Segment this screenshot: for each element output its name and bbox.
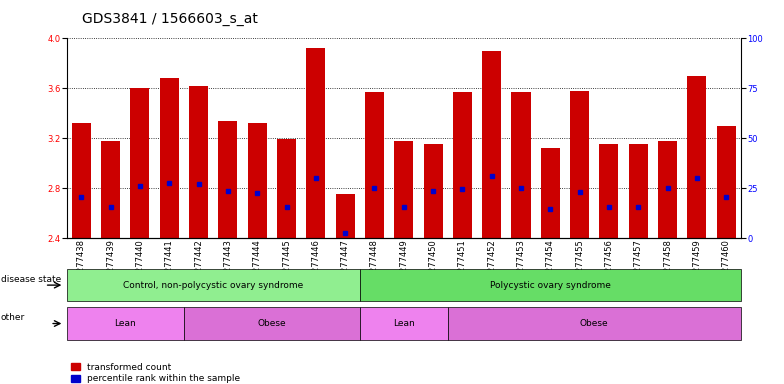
Bar [658,141,677,238]
Bar [629,144,648,238]
Text: Lean: Lean [114,319,136,328]
Text: Polycystic ovary syndrome: Polycystic ovary syndrome [490,281,611,290]
Bar [394,141,413,238]
Bar [101,141,120,238]
Bar [511,92,531,238]
Text: Obese: Obese [257,319,286,328]
Bar [160,78,179,238]
Bar [423,144,443,238]
Bar [336,194,354,238]
Bar [248,123,267,238]
Bar [453,92,472,238]
Text: disease state: disease state [1,275,61,284]
Bar [72,123,91,238]
Bar [307,48,325,238]
Text: Obese: Obese [580,319,608,328]
Bar [570,91,590,238]
Bar [189,86,208,238]
Text: GDS3841 / 1566603_s_at: GDS3841 / 1566603_s_at [82,12,258,25]
Text: other: other [1,313,25,322]
Bar [717,126,735,238]
Bar [277,139,296,238]
Bar [218,121,238,238]
Text: Lean: Lean [393,319,415,328]
Bar [688,76,706,238]
Bar [365,92,384,238]
Bar [541,148,560,238]
Bar [600,144,619,238]
Bar [482,51,501,238]
Text: Control, non-polycystic ovary syndrome: Control, non-polycystic ovary syndrome [123,281,303,290]
Legend: transformed count, percentile rank within the sample: transformed count, percentile rank withi… [71,362,241,383]
Bar [130,88,150,238]
